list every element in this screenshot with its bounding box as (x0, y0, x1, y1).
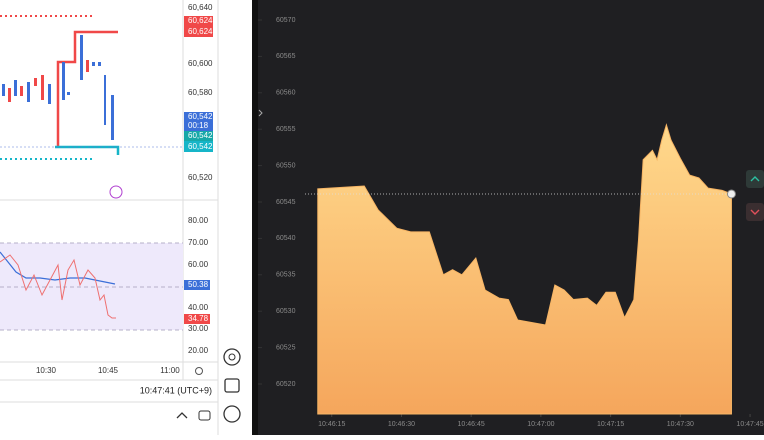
maximize-icon[interactable] (198, 410, 211, 421)
x-tick-label: 10:47:30 (667, 421, 694, 428)
tag-bg (184, 16, 213, 26)
target-icon-inner (228, 353, 236, 361)
settings-icon[interactable] (195, 367, 203, 375)
high-step (56, 30, 118, 147)
up-icon (750, 176, 760, 182)
y-tick-label: 60540 (276, 235, 296, 242)
rsi-tag: 50.38 (188, 280, 209, 289)
countdown-tag: 00:18 (188, 121, 209, 130)
time-label: 10:45 (98, 366, 119, 375)
bid-tag: 60,542 (188, 131, 213, 140)
rsi-tag: 34.78 (188, 314, 209, 323)
toolbar (218, 0, 252, 435)
x-tick-label: 10:47:00 (527, 421, 554, 428)
x-tick-label: 10:47:45 (736, 421, 763, 428)
tag-bg (184, 141, 213, 152)
rsi-label: 80.00 (188, 216, 209, 225)
price-area (317, 123, 732, 415)
y-tick-label: 60570 (276, 17, 296, 24)
rsi-label: 70.00 (188, 238, 209, 247)
calendar-icon[interactable] (224, 378, 240, 393)
tag-bg (184, 314, 210, 324)
rsi-label: 30.00 (188, 324, 209, 333)
price-label: 60,600 (188, 59, 213, 68)
y-tick-label: 60550 (276, 162, 296, 169)
time-label: 11:00 (160, 366, 180, 375)
last-price-tag: 60,542 (188, 112, 213, 121)
time-label: 10:30 (36, 366, 57, 375)
down-button[interactable] (746, 203, 764, 221)
target-icon[interactable] (223, 348, 241, 366)
y-tick-label: 60565 (276, 53, 296, 60)
tag-bg (184, 112, 213, 132)
rsi-line (0, 254, 116, 319)
rsi-ma (0, 251, 116, 285)
down-icon (750, 209, 760, 215)
x-tick-label: 10:46:15 (318, 421, 345, 428)
plot: 60520 60525 60530 60535 60540 60545 60550 60555… (258, 17, 764, 428)
y-tick-label: 60525 (276, 344, 296, 351)
clock: 10:47:41 (UTC+9) (140, 385, 212, 395)
y-tick-label: 60520 (276, 381, 296, 388)
rsi-label: 40.00 (188, 303, 209, 312)
x-tick-label: 10:47:15 (597, 421, 624, 428)
price-label: 60,580 (188, 88, 213, 97)
x-tick-label: 10:46:30 (388, 421, 415, 428)
tag-bg (184, 131, 213, 141)
price-label: 60,520 (188, 173, 213, 182)
candles (2, 35, 114, 140)
y-tick-label: 60545 (276, 199, 296, 206)
y-tick-label: 60535 (276, 272, 296, 279)
help-icon[interactable] (223, 405, 241, 423)
y-tick-label: 60555 (276, 126, 296, 133)
rsi-label: 60.00 (188, 260, 209, 269)
y-tick-label: 60560 (276, 90, 296, 97)
rsi-label: 20.00 (188, 346, 209, 355)
price-label: 60,640 (188, 3, 213, 12)
panel-border (252, 0, 258, 435)
y-tick-label: 60530 (276, 308, 296, 315)
x-tick-label: 10:46:45 (458, 421, 485, 428)
event-icon[interactable] (109, 185, 123, 199)
current-point (726, 189, 736, 199)
collapse-icon[interactable] (176, 412, 188, 419)
high-tag: 60,624 (188, 16, 213, 25)
bid-tag: 60,542 (188, 142, 213, 151)
up-button[interactable] (746, 170, 764, 188)
high-tag: 60,624 (188, 27, 213, 36)
tag-bg (184, 280, 210, 290)
tag-bg (184, 26, 213, 37)
expand-arrow[interactable] (258, 109, 263, 117)
